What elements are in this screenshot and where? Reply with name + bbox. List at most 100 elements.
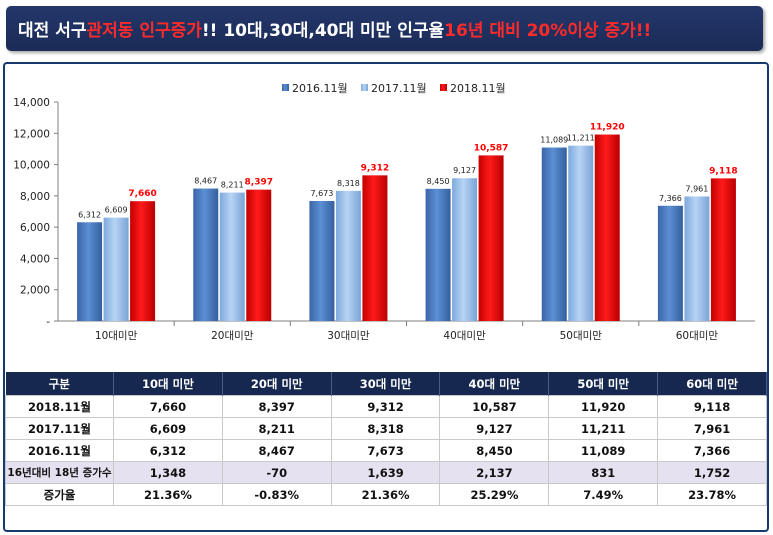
y-tick-label: 10,000	[13, 160, 50, 172]
data-label: 8,467	[194, 177, 217, 186]
bar-1-1	[219, 192, 245, 321]
bar-2-3	[478, 155, 504, 321]
title-part-4: 16년 대비 20%이상 증가!!	[444, 21, 652, 41]
data-label: 10,587	[474, 143, 509, 153]
bar-0-4	[541, 147, 567, 321]
x-tick-label: 40대미만	[443, 330, 486, 342]
table-cell: 7.49%	[548, 483, 659, 506]
data-table: 구분 10대 미만 20대 미만 30대 미만 40대 미만 50대 미만 60…	[5, 372, 767, 506]
bar-2-0	[130, 201, 156, 321]
bar-0-3	[425, 188, 451, 321]
bar-1-3	[452, 178, 478, 321]
table-cell: -70	[221, 461, 332, 484]
table-header-cell: 60대 미만	[657, 372, 767, 396]
table-cell: 25.29%	[439, 483, 550, 506]
y-tick-label: 12,000	[13, 128, 50, 140]
table-row-increase: 16년대비 18년 증가수 1,348 -70 1,639 2,137 831 …	[5, 461, 767, 484]
data-label: 11,089	[540, 136, 568, 145]
bar-1-0	[103, 217, 129, 321]
data-label: 8,397	[245, 178, 273, 188]
table-cell: 1,348	[113, 461, 223, 484]
table-cell: 2,137	[439, 461, 550, 484]
table-header-cell: 40대 미만	[439, 372, 550, 396]
table-row-label: 증가율	[5, 483, 114, 506]
bar-chart: 2016.11월 2017.11월 2018.11월 - 2,000 4,000 6,00…	[13, 82, 755, 342]
x-tick-label: 10대미만	[95, 330, 138, 342]
table-cell: 9,118	[657, 395, 767, 418]
title-part-1: 대전 서구	[18, 21, 87, 41]
data-label: 6,609	[105, 206, 128, 215]
data-label: 9,118	[709, 166, 737, 176]
bar-1-5	[684, 196, 710, 321]
data-label: 7,673	[310, 189, 333, 198]
legend-label: 2016.11월	[292, 82, 348, 95]
table-row: 2018.11월 7,660 8,397 9,312 10,587 11,920…	[5, 395, 767, 418]
table-cell: 8,318	[330, 417, 441, 440]
content-frame	[3, 62, 769, 532]
table-cell: 8,450	[439, 439, 550, 462]
table-cell: -0.83%	[221, 483, 332, 506]
table-cell: 21.36%	[330, 483, 441, 506]
table-row-label: 2018.11월	[5, 395, 114, 418]
x-tick-label: 20대미만	[211, 330, 254, 342]
table-cell: 8,211	[221, 417, 332, 440]
y-tick-label: 4,000	[20, 253, 50, 265]
bar-2-5	[710, 178, 736, 321]
x-tick-label: 50대미만	[560, 330, 603, 342]
table-cell: 7,660	[113, 395, 223, 418]
data-label: 9,127	[453, 166, 476, 175]
data-label: 8,211	[221, 181, 244, 190]
table-cell: 7,673	[330, 439, 441, 462]
bar-0-2	[309, 200, 335, 321]
y-tick-label: 2,000	[20, 285, 50, 297]
bar-2-1	[246, 189, 272, 321]
table-cell: 9,127	[439, 417, 550, 440]
data-label: 6,312	[78, 210, 101, 219]
data-label: 7,961	[685, 184, 708, 193]
table-cell: 831	[548, 461, 659, 484]
table-header-cell: 20대 미만	[222, 372, 332, 396]
table-cell: 1,639	[330, 461, 441, 484]
table-row: 2017.11월 6,609 8,211 8,318 9,127 11,211 …	[5, 417, 767, 440]
table-row-rate: 증가율 21.36% -0.83% 21.36% 25.29% 7.49% 23…	[5, 483, 767, 506]
data-label: 8,318	[337, 179, 360, 188]
table-cell: 21.36%	[113, 483, 223, 506]
x-tick-label: 60대미만	[676, 330, 719, 342]
table-cell: 8,467	[221, 439, 332, 462]
table-cell: 6,609	[113, 417, 223, 440]
legend-label: 2018.11월	[450, 82, 506, 95]
chart-axes: - 2,000 4,000 6,000 8,000 10,000 12,000 14,000 1…	[13, 97, 755, 342]
table-cell: 8,397	[221, 395, 332, 418]
table-header-cell: 50대 미만	[548, 372, 659, 396]
table-row: 2016.11월 6,312 8,467 7,673 8,450 11,089 …	[5, 439, 767, 462]
bar-0-1	[193, 188, 219, 321]
legend-swatch	[440, 84, 447, 91]
y-tick-label: 6,000	[20, 222, 50, 234]
table-cell: 11,089	[548, 439, 659, 462]
table-header-cell: 구분	[5, 372, 114, 396]
data-label: 7,660	[128, 189, 156, 199]
data-label: 9,312	[361, 163, 389, 173]
title-bar: 대전 서구 관저동 인구증가 !! 10대,30대,40대 미만 인구율 16년…	[6, 6, 763, 51]
bar-1-2	[335, 190, 361, 321]
table-header-cell: 30대 미만	[331, 372, 441, 396]
title-part-2: 관저동 인구증가	[86, 21, 202, 41]
y-tick-label: 8,000	[20, 191, 50, 203]
data-label: 11,920	[590, 123, 625, 133]
data-label: 11,211	[567, 134, 595, 143]
table-row-label: 2017.11월	[5, 417, 114, 440]
table-cell: 1,752	[657, 461, 767, 484]
bar-1-4	[568, 145, 594, 321]
table-cell: 11,920	[548, 395, 659, 418]
data-label: 8,450	[427, 177, 450, 186]
bar-0-0	[77, 222, 103, 321]
table-cell: 9,312	[330, 395, 441, 418]
table-row-label: 2016.11월	[5, 439, 114, 462]
table-cell: 7,366	[657, 439, 767, 462]
table-cell: 6,312	[113, 439, 223, 462]
table-header-row: 구분 10대 미만 20대 미만 30대 미만 40대 미만 50대 미만 60…	[5, 372, 767, 396]
bar-2-2	[362, 175, 388, 321]
data-label: 7,366	[659, 194, 682, 203]
table-header-cell: 10대 미만	[113, 372, 223, 396]
